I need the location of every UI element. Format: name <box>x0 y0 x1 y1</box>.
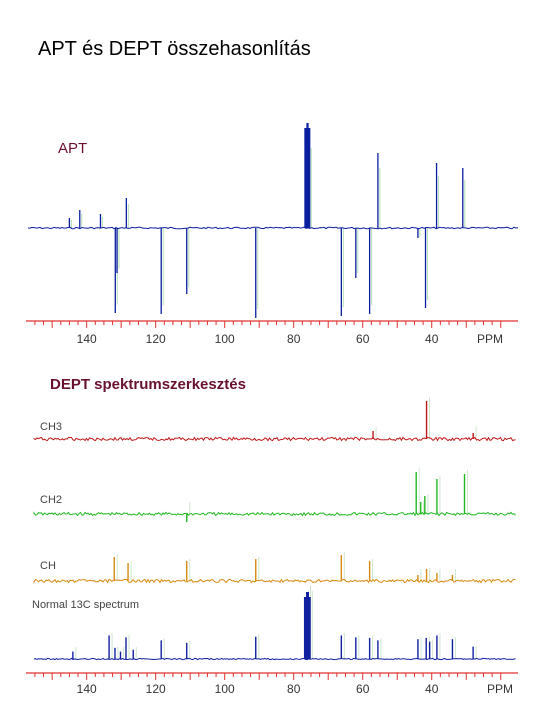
page-title: APT és DEPT összehasonlítás <box>38 38 311 60</box>
apt-x-tick-label: 140 <box>77 332 97 346</box>
dept-series-label: CH3 <box>40 421 62 433</box>
apt-x-tick-label: 60 <box>356 332 370 346</box>
dept-baseline <box>33 578 516 584</box>
dept-series-normal-13c-spectrum: Normal 13C spectrum <box>32 585 516 661</box>
dept-x-tick-label: 40 <box>425 682 439 696</box>
dept-series-ch: CH <box>33 552 516 584</box>
dept-baseline <box>33 511 516 517</box>
dept-baseline <box>33 436 516 442</box>
dept-series-ch3: CH3 <box>33 397 516 442</box>
dept-x-tick-label: 60 <box>356 682 370 696</box>
dept-x-tick-label: 140 <box>77 682 97 696</box>
apt-x-tick-label: 100 <box>215 332 235 346</box>
dept-unit-label: PPM <box>487 682 513 696</box>
dept-series-label: Normal 13C spectrum <box>32 599 139 611</box>
dept-series-label: CH <box>40 560 56 572</box>
apt-label: APT <box>58 140 88 157</box>
apt-baseline <box>27 226 519 230</box>
apt-x-tick-label: 40 <box>425 332 439 346</box>
dept-spectrum: CH3 CH2 CH Normal 13C spectrum 140 120 100 80 60… <box>26 397 518 696</box>
dept-baseline <box>33 657 516 661</box>
apt-spectrum: 140 120 100 80 60 40 PPM <box>26 123 519 346</box>
apt-unit-label: PPM <box>477 332 503 346</box>
dept-heading: DEPT spektrumszerkesztés <box>50 376 246 393</box>
dept-x-tick-label: 100 <box>215 682 235 696</box>
dept-series-label: CH2 <box>40 494 62 506</box>
dept-x-tick-label: 80 <box>287 682 301 696</box>
dept-series-ch2: CH2 <box>33 467 516 522</box>
dept-x-tick-label: 120 <box>146 682 166 696</box>
apt-x-tick-label: 80 <box>287 332 301 346</box>
apt-x-tick-label: 120 <box>146 332 166 346</box>
